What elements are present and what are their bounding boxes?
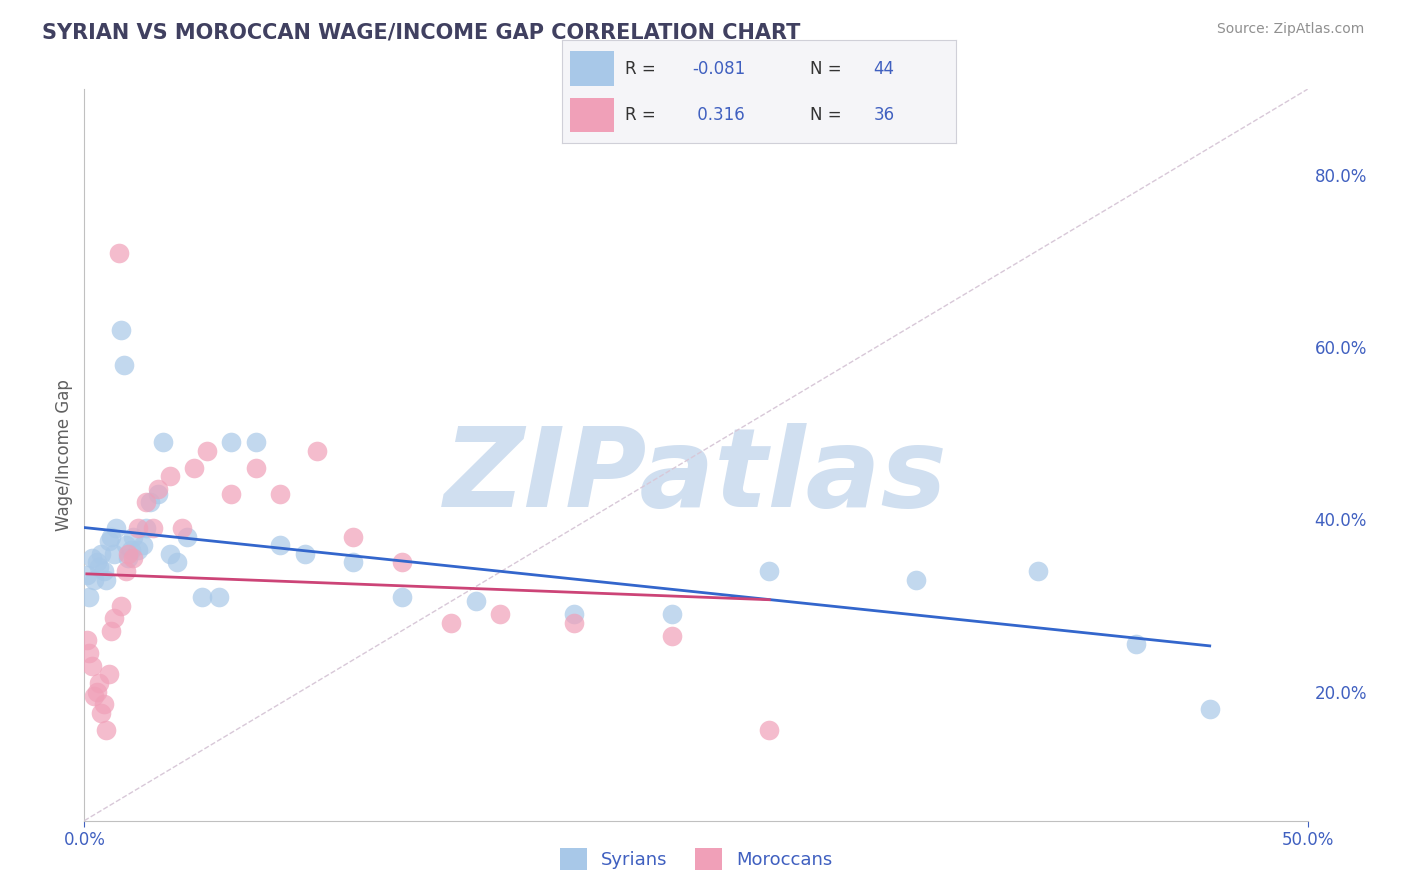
Text: -0.081: -0.081: [692, 60, 745, 78]
Point: [464, 594, 486, 608]
Point: [83, 689, 105, 703]
Point: [83, 573, 105, 587]
Point: [117, 547, 139, 561]
Point: [269, 486, 291, 500]
Point: [219, 486, 242, 500]
Text: R =: R =: [626, 106, 657, 124]
Point: [96, 723, 118, 738]
Point: [1198, 702, 1220, 716]
Point: [93, 698, 115, 712]
Text: 0.316: 0.316: [692, 106, 745, 124]
Point: [1125, 637, 1147, 651]
Point: [77, 646, 100, 660]
Point: [562, 607, 585, 621]
Point: [245, 460, 267, 475]
Y-axis label: Wage/Income Gap: Wage/Income Gap: [55, 379, 73, 531]
Point: [76, 568, 98, 582]
Point: [90, 547, 112, 561]
Point: [440, 615, 463, 630]
Point: [159, 469, 181, 483]
Text: 36: 36: [873, 106, 894, 124]
Point: [87, 559, 110, 574]
Point: [146, 483, 169, 497]
Point: [103, 611, 125, 625]
Point: [391, 590, 413, 604]
Point: [80, 551, 103, 566]
Point: [139, 495, 162, 509]
Point: [80, 658, 103, 673]
Point: [93, 564, 115, 578]
Point: [90, 706, 112, 720]
Point: [342, 556, 364, 570]
FancyBboxPatch shape: [571, 97, 613, 132]
Point: [1028, 564, 1050, 578]
Point: [489, 607, 512, 621]
Point: [183, 460, 205, 475]
Point: [391, 556, 413, 570]
Point: [105, 521, 128, 535]
Point: [115, 564, 138, 578]
Text: SYRIAN VS MOROCCAN WAGE/INCOME GAP CORRELATION CHART: SYRIAN VS MOROCCAN WAGE/INCOME GAP CORRE…: [42, 22, 800, 42]
FancyBboxPatch shape: [571, 52, 613, 87]
Point: [115, 538, 138, 552]
Point: [97, 533, 120, 548]
Text: N =: N =: [810, 60, 842, 78]
Legend: Syrians, Moroccans: Syrians, Moroccans: [553, 841, 839, 878]
Point: [110, 323, 132, 337]
Point: [294, 547, 316, 561]
Point: [661, 629, 683, 643]
Point: [191, 590, 214, 604]
Point: [112, 358, 135, 372]
Text: Source: ZipAtlas.com: Source: ZipAtlas.com: [1216, 22, 1364, 37]
Point: [195, 443, 218, 458]
Point: [245, 435, 267, 450]
Point: [135, 521, 157, 535]
Point: [219, 435, 242, 450]
Point: [110, 599, 132, 613]
Text: 44: 44: [873, 60, 894, 78]
Point: [208, 590, 231, 604]
Point: [87, 676, 110, 690]
Point: [100, 530, 122, 544]
Point: [96, 573, 118, 587]
Text: N =: N =: [810, 106, 842, 124]
Text: R =: R =: [626, 60, 657, 78]
Point: [122, 551, 145, 566]
Point: [97, 667, 120, 681]
Point: [103, 547, 125, 561]
Point: [661, 607, 683, 621]
Point: [176, 530, 198, 544]
Point: [342, 530, 364, 544]
Point: [166, 556, 188, 570]
Point: [562, 615, 585, 630]
Point: [152, 435, 174, 450]
Point: [159, 547, 181, 561]
Point: [100, 624, 122, 639]
Point: [758, 723, 780, 738]
Point: [86, 556, 108, 570]
Point: [146, 486, 169, 500]
Point: [758, 564, 780, 578]
Text: ZIPatlas: ZIPatlas: [444, 424, 948, 531]
Point: [269, 538, 291, 552]
Point: [142, 521, 165, 535]
Point: [77, 590, 100, 604]
Point: [172, 521, 194, 535]
Point: [127, 521, 149, 535]
Point: [135, 495, 157, 509]
Point: [86, 684, 108, 698]
Point: [905, 573, 928, 587]
Point: [127, 542, 149, 557]
Point: [76, 632, 98, 647]
Point: [120, 542, 142, 557]
Point: [122, 530, 145, 544]
Point: [107, 245, 129, 260]
Point: [132, 538, 155, 552]
Point: [305, 443, 328, 458]
Point: [117, 551, 139, 566]
